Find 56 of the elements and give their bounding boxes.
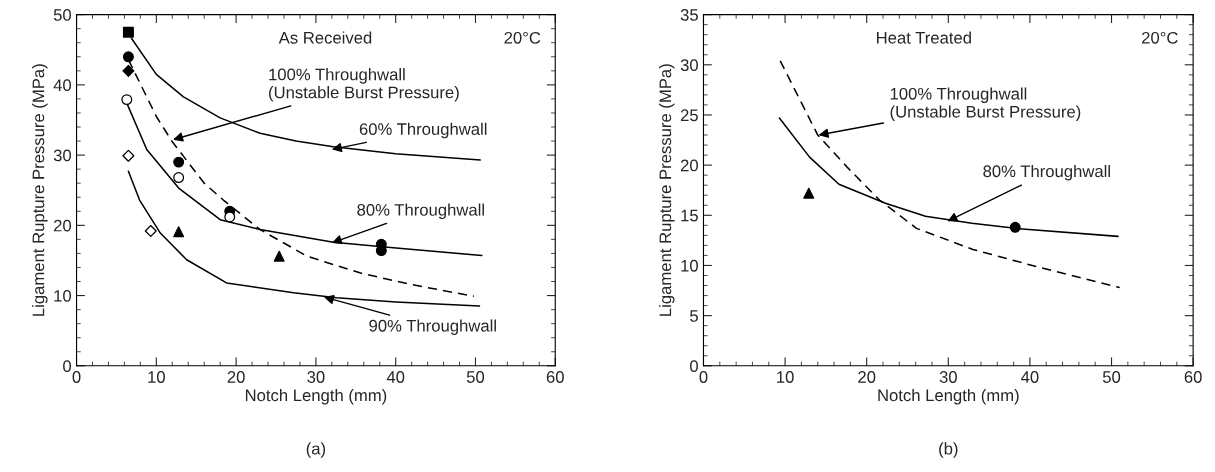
point xyxy=(273,250,285,262)
x-tick-label: 60 xyxy=(546,371,564,383)
text: (a) xyxy=(306,442,326,458)
y-tick-label: 50 xyxy=(53,9,72,21)
annotation: 90% Throughwall xyxy=(369,319,496,335)
x-tick-label: 50 xyxy=(466,371,485,383)
y-tick-label: 35 xyxy=(680,9,698,21)
x-tick-label: 20 xyxy=(858,371,876,383)
text: (b) xyxy=(939,442,958,458)
y-tick-label: 15 xyxy=(681,209,698,222)
point xyxy=(122,64,135,77)
x-tick-label: 10 xyxy=(148,371,165,383)
point xyxy=(122,26,134,38)
y-tick-label: 0 xyxy=(690,360,698,372)
annotation: Heat Treated xyxy=(877,31,971,44)
point xyxy=(173,226,185,238)
point xyxy=(144,224,157,237)
point xyxy=(122,51,134,63)
x-tick-label: 0 xyxy=(699,371,708,383)
annotation: As Received xyxy=(278,31,372,44)
x-tick-label: 0 xyxy=(72,371,81,383)
annotation: 100% Throughwall (Unstable Burst Pressure) xyxy=(890,87,1081,121)
annotation: 80% Throughwall xyxy=(983,164,1110,181)
y-tick-label: 30 xyxy=(680,59,698,71)
y-axis-title: Ligament Rupture Pressure (MPa) xyxy=(32,64,48,316)
y-tick-label: 0 xyxy=(63,360,72,372)
annotation: 80% Throughwall xyxy=(357,203,484,220)
x-tick-label: 30 xyxy=(307,371,325,383)
x-tick-label: 10 xyxy=(777,371,794,383)
y-tick-label: 30 xyxy=(53,149,72,162)
point xyxy=(173,172,185,184)
y-tick-label: 20 xyxy=(53,219,72,232)
annotation: 60% Throughwall xyxy=(359,122,487,139)
x-tick-label: 40 xyxy=(1021,371,1039,383)
point xyxy=(173,156,185,168)
x-axis-title: Notch Length (mm) xyxy=(878,388,1019,405)
x-tick-label: 40 xyxy=(386,371,405,383)
x-tick-label: 20 xyxy=(227,371,245,383)
point xyxy=(121,94,133,106)
annotation: 20°C xyxy=(504,31,541,44)
point xyxy=(122,149,135,162)
y-tick-label: 20 xyxy=(680,159,698,172)
annotation: 100% Throughwall (Unstable Burst Pressure) xyxy=(269,68,459,102)
y-tick-label: 10 xyxy=(681,259,698,272)
x-tick-label: 30 xyxy=(939,371,957,383)
x-tick-label: 60 xyxy=(1184,371,1202,383)
x-axis-title: Notch Length (mm) xyxy=(245,388,387,405)
y-tick-label: 25 xyxy=(680,109,698,122)
point xyxy=(224,211,236,223)
annotation: 20°C xyxy=(1142,31,1178,44)
y-axis-title: Ligament Rupture Pressure (MPa) xyxy=(659,64,675,316)
line-series xyxy=(779,60,1121,289)
y-tick-label: 5 xyxy=(690,310,698,322)
y-tick-label: 10 xyxy=(54,289,72,302)
x-tick-label: 50 xyxy=(1102,371,1121,383)
y-tick-label: 40 xyxy=(53,79,72,92)
